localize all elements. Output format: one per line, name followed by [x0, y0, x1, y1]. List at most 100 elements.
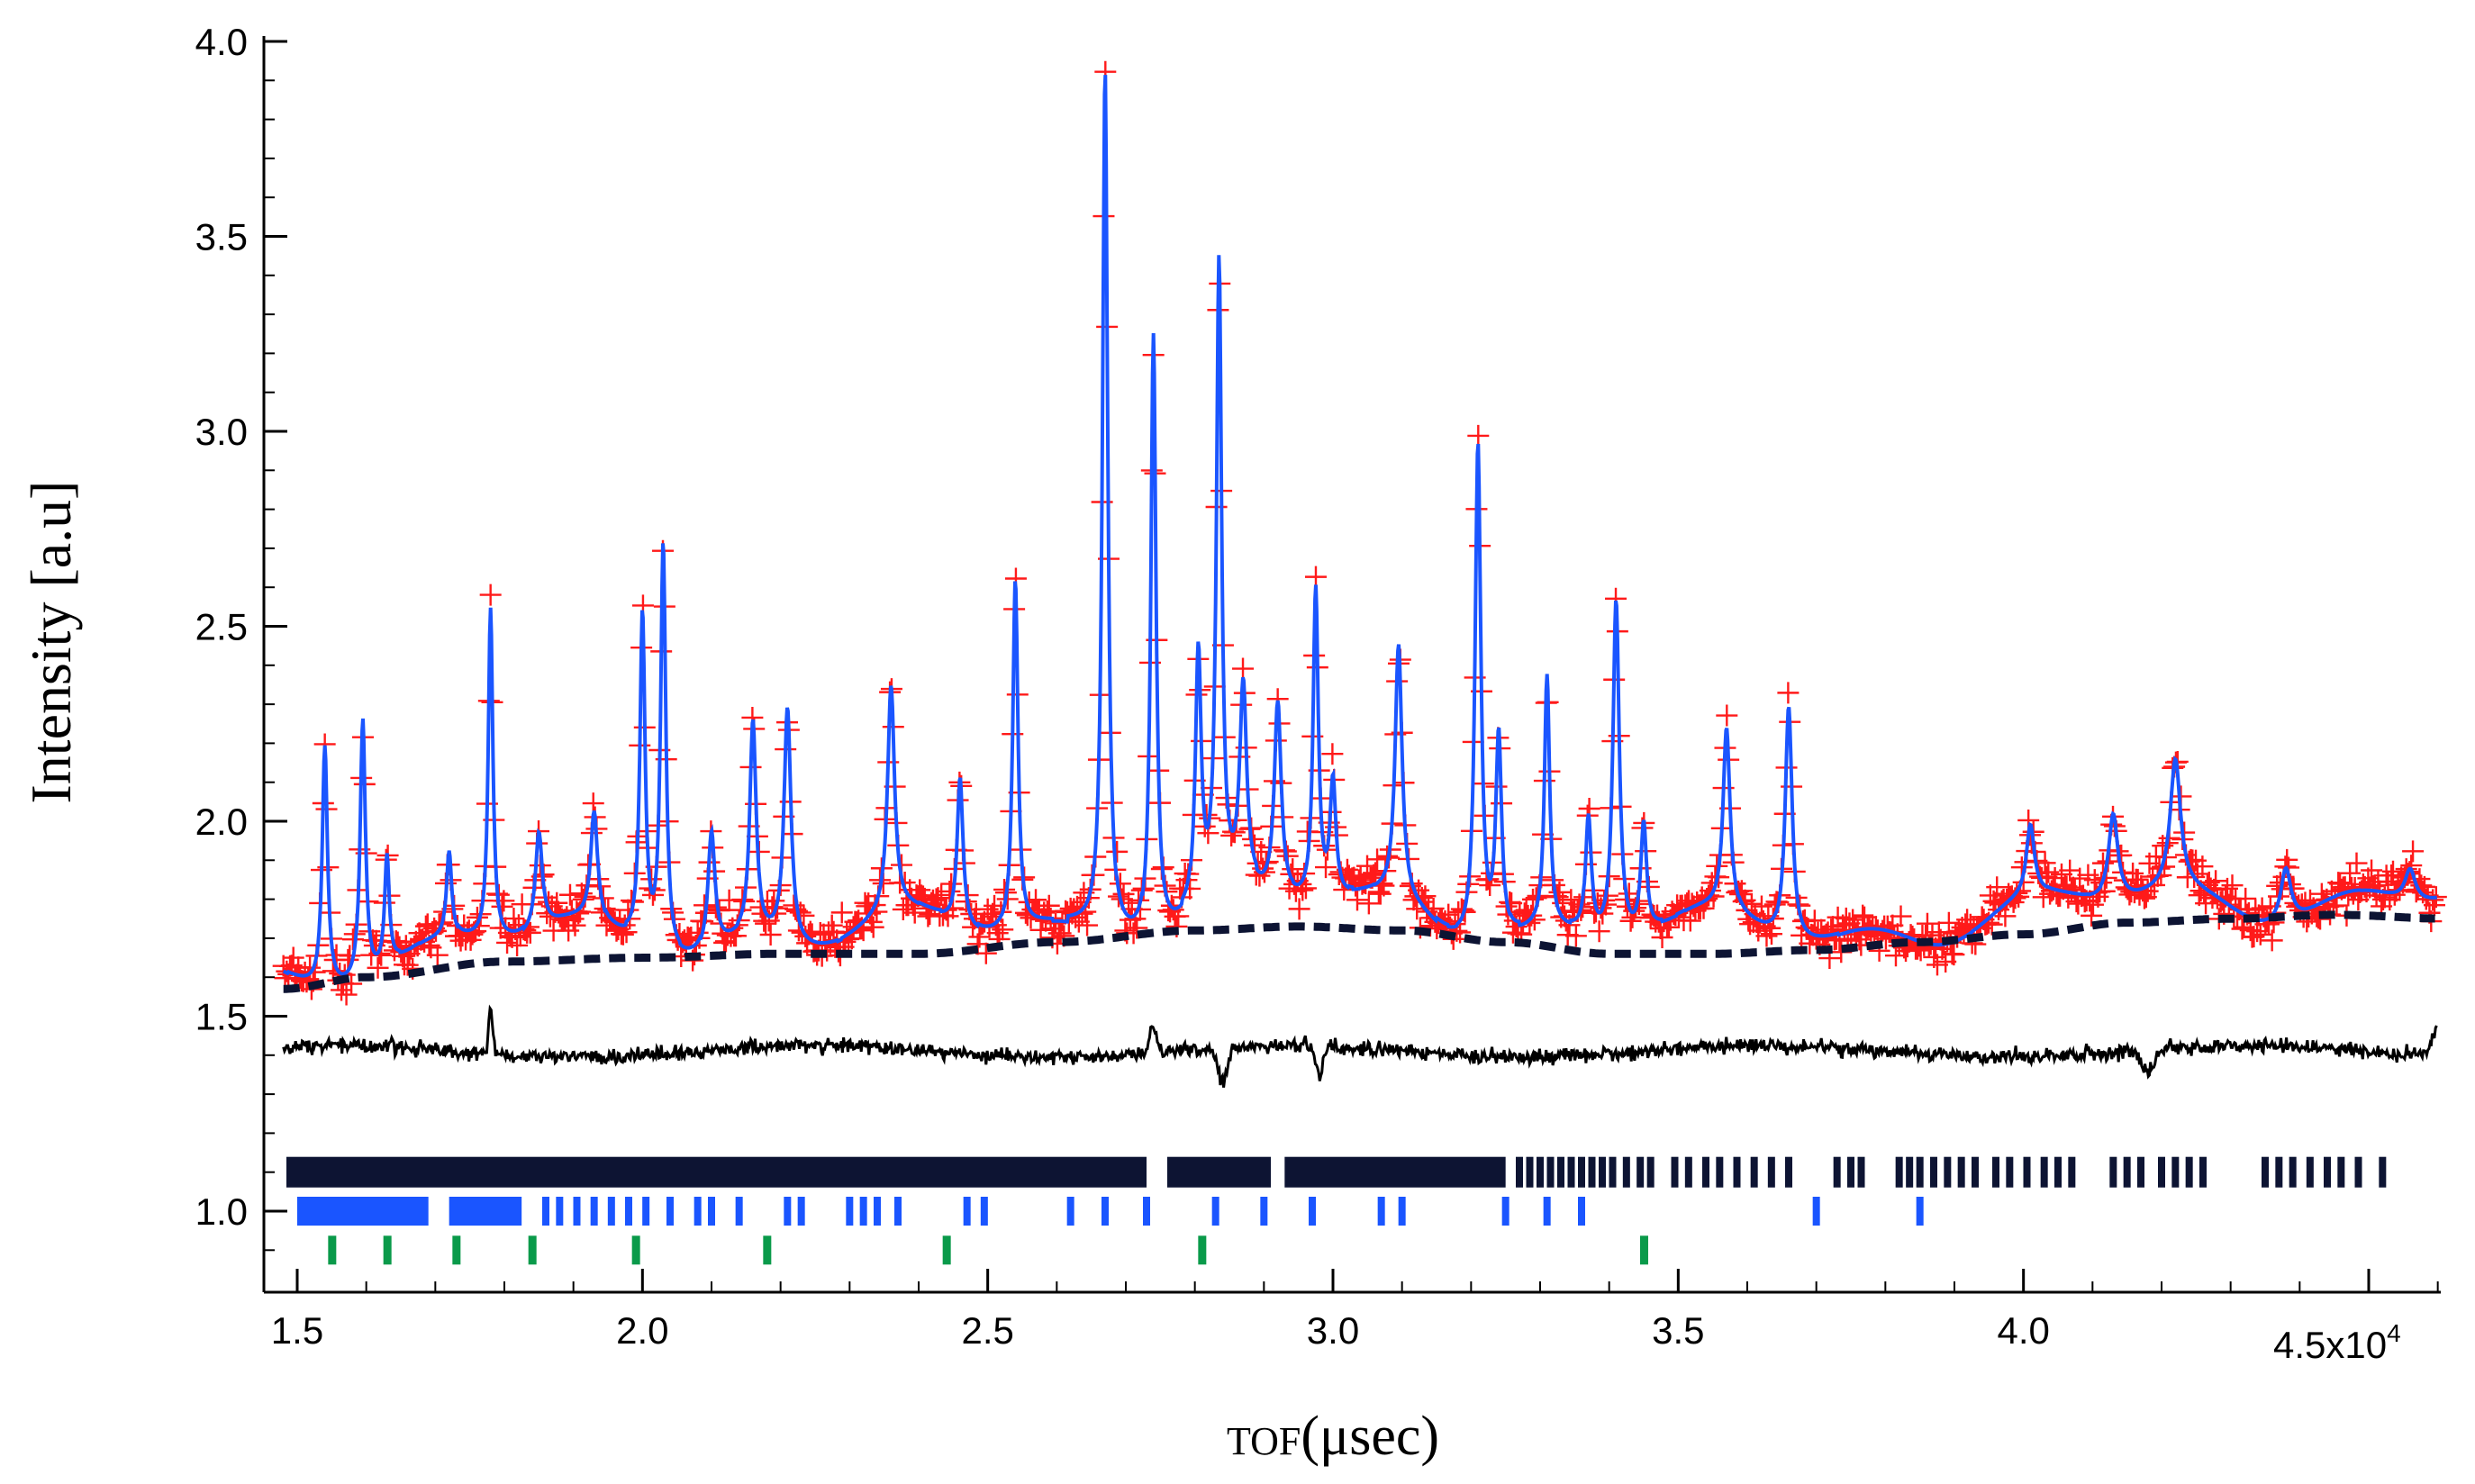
observed-point	[2383, 883, 2406, 906]
observed-point	[1112, 882, 1135, 905]
reflection-markers-phase-1	[286, 1156, 2387, 1188]
reflection-tick	[2068, 1156, 2076, 1188]
reflection-tick	[1636, 1156, 1645, 1188]
reflection-tick	[1501, 1197, 1509, 1226]
observed-point	[1029, 918, 1052, 941]
reflection-band	[297, 1197, 429, 1226]
reflection-tick	[1578, 1197, 1585, 1226]
observed-point	[1076, 914, 1099, 937]
observed-point	[903, 901, 926, 924]
reflection-tick	[607, 1197, 615, 1226]
reflection-tick	[1957, 1156, 1965, 1188]
observed-point	[546, 891, 568, 914]
observed-point	[992, 918, 1014, 941]
reflection-tick	[859, 1197, 867, 1226]
observed-point	[491, 895, 513, 918]
y-tick-label: 2.0	[195, 801, 248, 843]
reflection-tick	[1944, 1156, 1952, 1188]
reflection-tick	[980, 1197, 988, 1226]
reflection-tick	[2023, 1156, 2031, 1188]
difference-series	[282, 1004, 2438, 1088]
observed-point	[396, 954, 419, 976]
x-tick-label: 1.5	[271, 1309, 323, 1352]
y-tick-label: 3.5	[195, 216, 248, 258]
reflection-tick	[708, 1197, 715, 1226]
background-series	[283, 910, 2435, 993]
observed-point	[1522, 888, 1545, 910]
reflection-band	[1284, 1156, 1506, 1188]
axes	[262, 36, 2441, 1294]
y-tick-label: 3.0	[195, 411, 248, 453]
observed-point	[2081, 904, 2103, 927]
x-axis-title-unit: (μsec)	[1301, 1406, 1439, 1467]
x-axis-title-tof: TOF	[1227, 1419, 1301, 1463]
reflection-tick	[1785, 1156, 1792, 1188]
reflection-band	[1167, 1156, 1271, 1188]
observed-point	[2325, 894, 2348, 917]
reflection-tick	[2137, 1156, 2144, 1188]
reflection-tick	[1930, 1156, 1937, 1188]
observed-point	[986, 922, 1009, 945]
reflection-tick	[1198, 1235, 1207, 1265]
reflection-tick	[784, 1197, 792, 1226]
observed-point	[1126, 917, 1148, 939]
reflection-tick	[556, 1197, 564, 1226]
observed-point	[1282, 858, 1304, 881]
reflection-tick	[1102, 1197, 1109, 1226]
observed-point	[1049, 922, 1072, 945]
reflection-tick	[1599, 1156, 1606, 1188]
observed-point	[862, 916, 884, 938]
observed-point	[2361, 859, 2383, 882]
reflection-tick	[2054, 1156, 2062, 1188]
reflection-tick	[625, 1197, 632, 1226]
reflection-tick	[1857, 1156, 1865, 1188]
observed-point	[506, 934, 529, 956]
reflection-tick	[2185, 1156, 2193, 1188]
reflection-tick	[1588, 1156, 1596, 1188]
observed-point	[479, 584, 502, 606]
observed-point	[1304, 566, 1327, 588]
observed-point	[1025, 889, 1047, 911]
observed-point	[830, 901, 853, 924]
x-tick-label: 4.0	[1997, 1309, 2049, 1352]
x-axis-title: TOF(μsec)	[1227, 1406, 1439, 1467]
reflection-tick	[1143, 1197, 1150, 1226]
observed-point	[1179, 877, 1201, 900]
observed-point	[1619, 909, 1642, 932]
reflection-band	[286, 1156, 1147, 1188]
x-multiplier-label: 4.5x104	[2273, 1319, 2401, 1366]
reflection-tick	[2306, 1156, 2314, 1188]
reflection-tick	[1543, 1197, 1551, 1226]
observed-point	[1760, 923, 1782, 946]
reflection-tick	[2289, 1156, 2297, 1188]
observed-point	[2235, 887, 2257, 909]
observed-point	[1366, 848, 1389, 871]
observed-point	[1994, 905, 2017, 928]
reflection-tick	[573, 1197, 581, 1226]
observed-point	[2191, 855, 2214, 878]
reflection-tick	[1557, 1156, 1564, 1188]
reflection-tick	[2324, 1156, 2331, 1188]
reflection-tick	[2171, 1156, 2180, 1188]
observed-point	[564, 914, 586, 937]
observed-point	[519, 921, 541, 944]
observed-point	[1467, 424, 1490, 447]
reflection-tick	[666, 1197, 674, 1226]
reflection-band	[449, 1197, 522, 1226]
y-tick-label: 1.0	[195, 1190, 248, 1233]
reflection-tick	[874, 1197, 881, 1226]
reflection-tick	[1546, 1156, 1555, 1188]
reflection-tick	[1211, 1197, 1219, 1226]
x-tick-label: 3.5	[1652, 1309, 1704, 1352]
observed-point	[793, 904, 815, 927]
observed-point	[1943, 944, 1965, 966]
reflection-tick	[1640, 1235, 1648, 1265]
reflection-tick	[2354, 1156, 2362, 1188]
observed-point	[2135, 886, 2157, 909]
reflection-tick	[2199, 1156, 2207, 1188]
reflection-tick	[1377, 1197, 1385, 1226]
observed-point	[1038, 894, 1060, 917]
reflection-tick	[1716, 1156, 1724, 1188]
reflection-tick	[1702, 1156, 1709, 1188]
reflection-tick	[2109, 1156, 2117, 1188]
